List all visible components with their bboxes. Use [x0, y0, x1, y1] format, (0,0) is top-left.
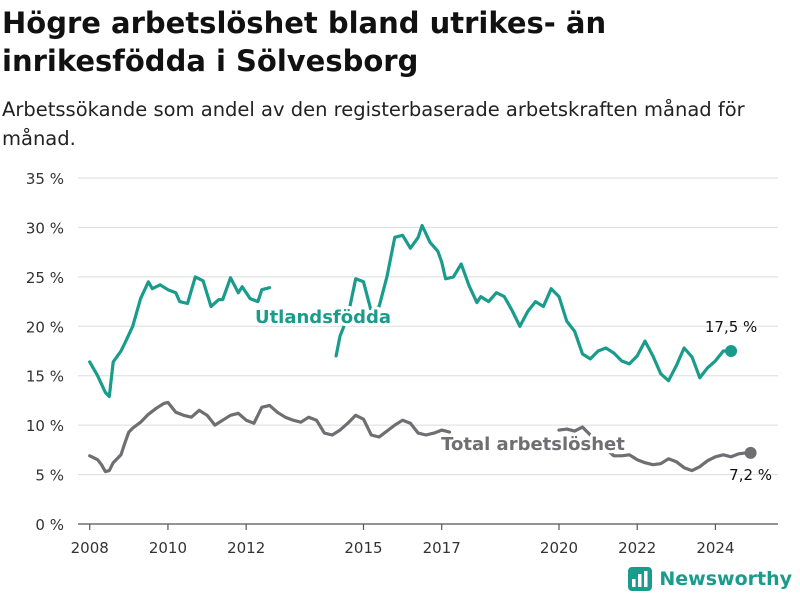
x-tick-label: 2022	[618, 539, 656, 557]
series-labels: 17,5 % 7,2 % Utlandsfödda Total arbetslöshe…	[252, 304, 772, 484]
newsworthy-logo: Newsworthy	[627, 564, 792, 594]
series-name-label: Total arbetslöshet	[441, 434, 625, 455]
x-tick-label: 2012	[227, 539, 265, 557]
y-tick-label: 20 %	[26, 318, 64, 336]
x-tick-label: 2020	[540, 539, 578, 557]
x-tick-label: 2010	[149, 539, 187, 557]
x-tick-label: 2017	[423, 539, 461, 557]
y-tick-label: 30 %	[26, 219, 64, 237]
y-tick-label: 25 %	[26, 269, 64, 287]
grid-lines	[78, 177, 778, 525]
x-tick-label: 2008	[71, 539, 109, 557]
end-value-label: 17,5 %	[705, 318, 757, 336]
x-axis: 2008 2010 2012 2015 2017 2020 2022 2024	[71, 523, 778, 557]
y-tick-label: 15 %	[26, 368, 64, 386]
y-tick-label: 0 %	[35, 516, 64, 534]
newsworthy-icon	[628, 567, 653, 591]
end-point-1	[744, 446, 757, 459]
y-tick-label: 35 %	[26, 170, 64, 188]
end-value-label: 7,2 %	[729, 466, 772, 484]
series-line-1	[88, 400, 753, 474]
brand-name: Newsworthy	[659, 568, 792, 590]
x-tick-label: 2015	[344, 539, 382, 557]
y-tick-label: 5 %	[35, 467, 64, 485]
end-point-0	[725, 345, 738, 357]
x-tick-label: 2024	[696, 539, 734, 557]
chart-subtitle: Arbetssökande som andel av den registerb…	[2, 98, 745, 150]
chart-title: Högre arbetslöshet bland utrikes- än inr…	[2, 6, 607, 78]
series-line-0	[88, 223, 733, 399]
series-layer	[88, 223, 757, 474]
y-tick-label: 10 %	[26, 417, 64, 435]
y-axis: 0 % 5 % 10 % 15 % 20 % 25 % 30 % 35 %	[26, 170, 64, 534]
series-name-label: Utlandsfödda	[255, 307, 391, 328]
